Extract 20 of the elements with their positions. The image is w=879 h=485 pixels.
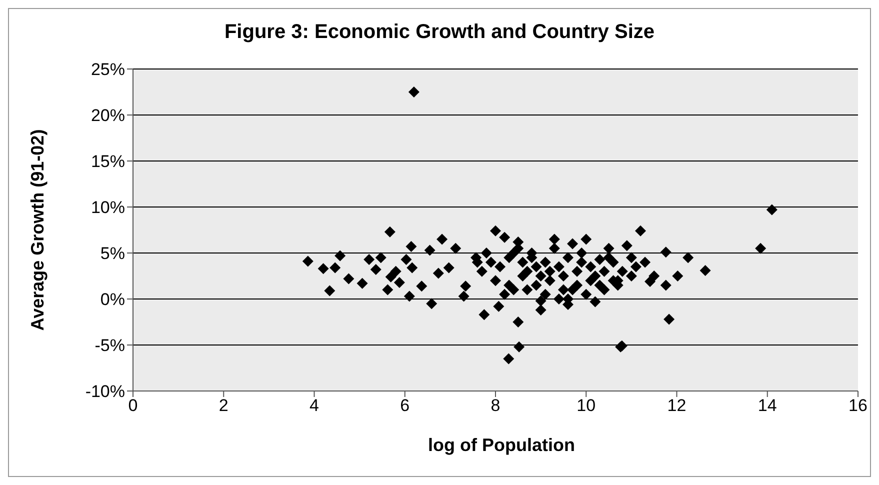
y-axis-title: Average Growth (91-02) [27, 129, 48, 331]
x-tick-label: 0 [128, 396, 138, 416]
y-tick-label: 10% [90, 198, 125, 218]
x-tick-label: 6 [400, 396, 410, 416]
x-tick-label: 8 [490, 396, 500, 416]
x-tick-label: 2 [218, 396, 228, 416]
y-tick-label: 5% [100, 244, 125, 264]
x-tick-label: 4 [310, 396, 319, 416]
y-tick-label: -10% [85, 382, 125, 402]
x-tick-label: 10 [576, 396, 596, 416]
chart-title: Figure 3: Economic Growth and Country Size [223, 21, 656, 44]
y-tick-label: -5% [94, 336, 125, 356]
y-tick-label: 0% [100, 290, 125, 310]
x-tick-label: 14 [758, 396, 777, 416]
y-tick-label: 15% [90, 152, 125, 172]
x-axis-title: log of Population [427, 435, 576, 456]
x-tick-label: 16 [848, 396, 868, 416]
x-tick-label: 12 [667, 396, 686, 416]
y-tick-label: 25% [90, 60, 125, 80]
y-tick-label: 20% [90, 106, 125, 126]
